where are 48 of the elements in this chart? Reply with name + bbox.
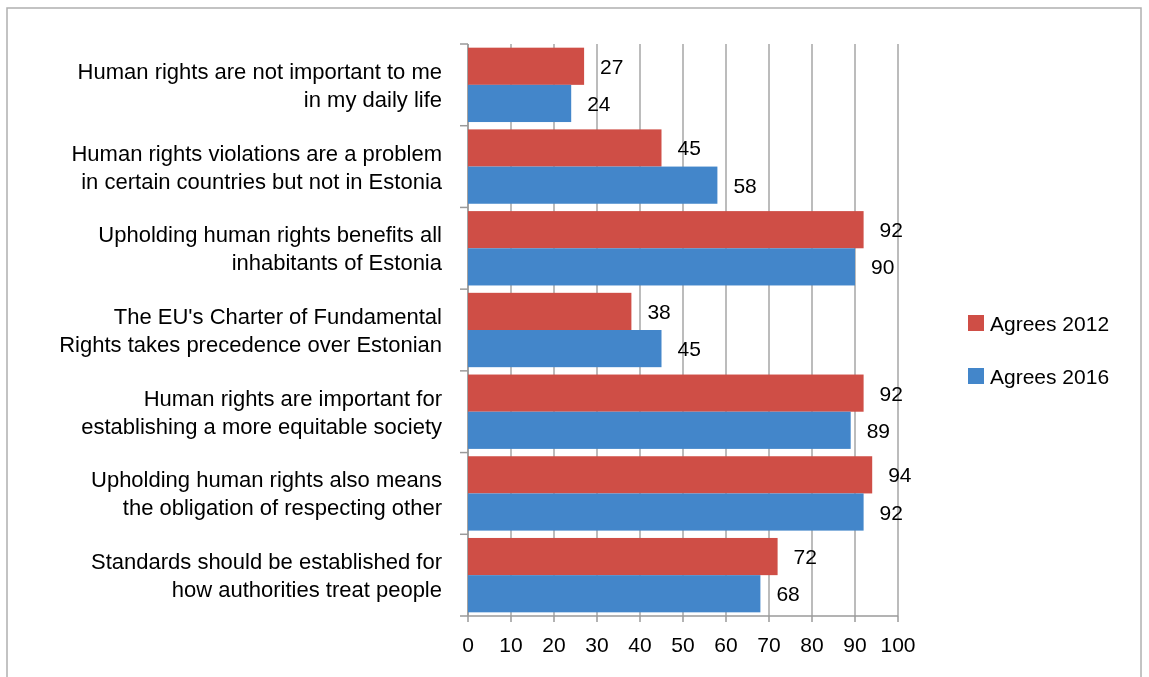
x-tick-label: 70 [757,633,781,656]
data-label: 89 [866,418,891,442]
x-tick-label: 80 [800,633,824,656]
data-label: 92 [879,381,903,405]
bar [468,248,855,286]
y-tick-label: Human rights are not important to me in my daily life [77,58,442,112]
bar [468,129,662,167]
x-tick-label: 10 [499,633,523,656]
data-label: 45 [677,337,701,361]
data-label: 92 [879,500,903,524]
data-label: 90 [871,255,895,279]
x-tick-label: 50 [671,633,695,656]
data-label: 68 [776,582,800,606]
bar [468,330,662,368]
bar [468,411,851,449]
data-label: 45 [677,136,701,160]
data-label: 92 [879,218,903,242]
bar [468,166,718,204]
data-label: 38 [647,299,671,323]
bar [468,47,585,85]
x-tick-label: 90 [843,633,867,656]
data-label: 24 [587,91,611,115]
bar [468,456,873,494]
legend-label: Agrees 2012 [990,311,1110,335]
x-tick-label: 40 [628,633,652,656]
x-tick-label: 100 [880,633,916,656]
bar [468,211,864,249]
y-tick-label: Upholding human rights also means the obligation of respecting other [91,466,442,520]
y-tick-label: Upholding human rights benefits all inhabitants of Estonia [98,221,443,275]
y-tick-label: Standards should be established for how authorities treat people [90,548,442,602]
x-tick-label: 20 [542,633,566,656]
data-label: 72 [793,545,817,569]
y-tick-label: Human rights violations are a problem in certain countries but not in Estonia [71,140,443,194]
y-tick-label: The EU's Charter of Fundamental Rights takes precedence over Estonian [59,303,442,357]
bar [468,575,761,613]
data-label: 58 [733,173,757,197]
bar [468,537,778,576]
legend-label: Agrees 2016 [990,364,1110,388]
bar [468,84,572,123]
x-tick-label: 60 [714,633,738,656]
data-label: 27 [600,54,624,78]
data-label: 94 [888,463,912,487]
y-tick-label: Human rights are important for establishing a more equitable society [81,385,442,439]
x-tick-label: 0 [462,633,474,656]
bar [468,292,632,330]
bar [468,493,864,531]
bar [468,374,864,412]
x-tick-label: 30 [585,633,609,656]
